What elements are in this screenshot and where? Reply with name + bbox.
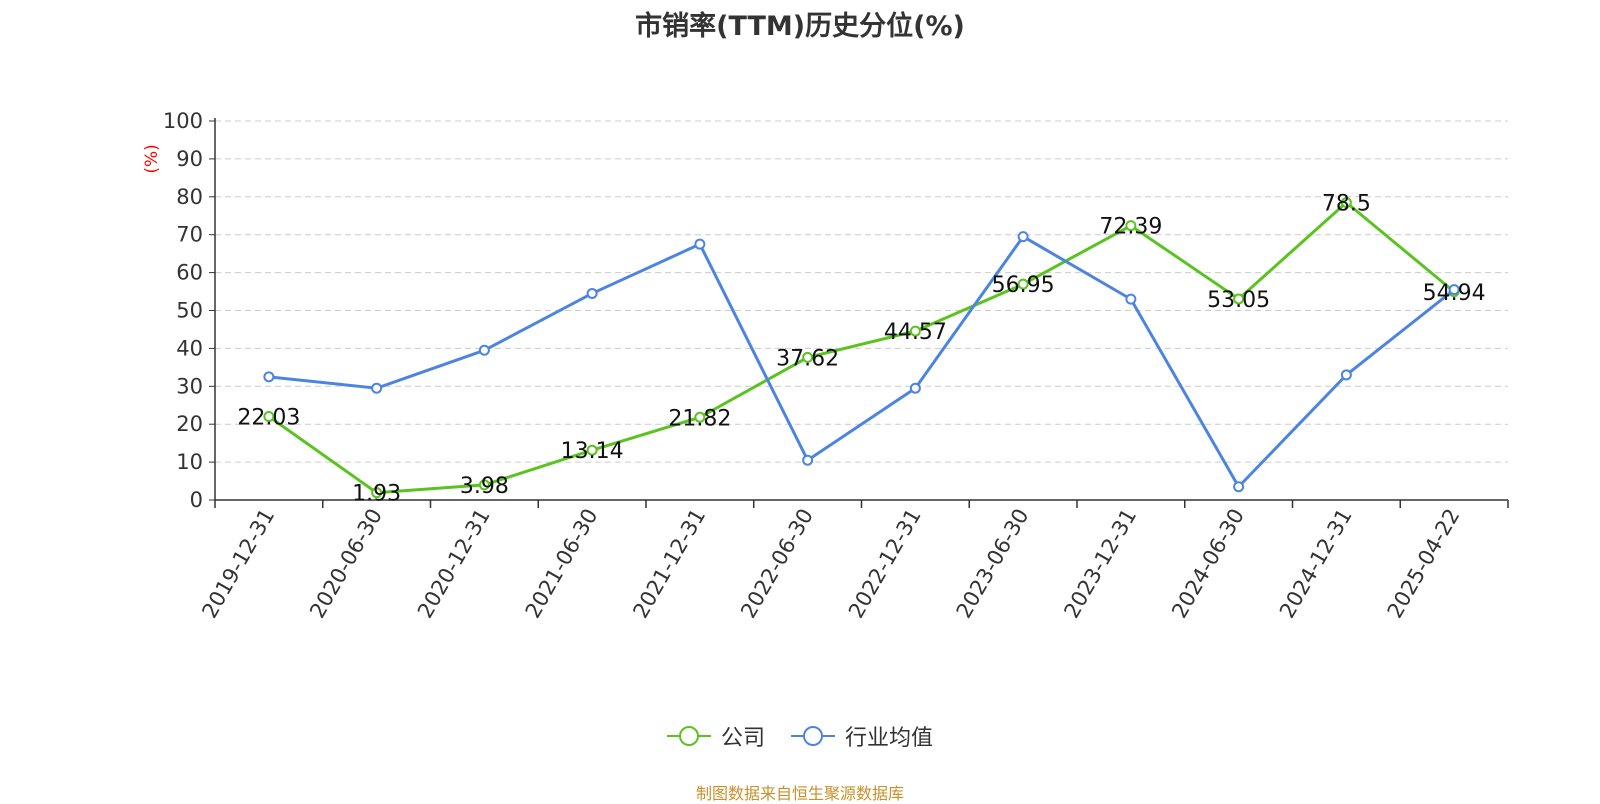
company-data-label: 13.14: [561, 439, 624, 464]
data-labels: 22.03 1.93 3.98 13.14 21.82 37.62 44.57 56.95 72…: [237, 191, 1485, 506]
company-point: [263, 411, 275, 423]
industry-average-point: [1233, 481, 1245, 493]
legend-company-swatch-icon: [666, 724, 711, 748]
company-point: [1233, 293, 1245, 305]
y-tick-label: 0: [190, 488, 203, 512]
industry-average-point: [1017, 231, 1029, 243]
chart-title: 市销率(TTM)历史分位(%): [635, 11, 965, 42]
x-tick-label: 2020-06-30: [305, 505, 387, 623]
company-data-label: 21.82: [668, 406, 731, 431]
industry-average-point: [586, 287, 598, 299]
y-tick-label: 70: [176, 223, 203, 247]
y-axis-label: (%): [142, 144, 162, 173]
y-tick-label: 10: [176, 450, 203, 474]
x-tick-label: 2023-12-31: [1059, 505, 1141, 623]
company-point: [478, 479, 490, 491]
y-tick-label: 30: [176, 374, 203, 398]
company-data-label: 72.39: [1099, 215, 1162, 240]
company-data-label: 37.62: [776, 346, 839, 371]
legend: 公司 行业均值: [0, 720, 1600, 752]
y-tick-label: 60: [176, 261, 203, 285]
x-tick-label: 2025-04-22: [1383, 505, 1465, 623]
x-tick-label: 2022-12-31: [844, 505, 926, 623]
company-point: [1125, 220, 1137, 232]
industry-average-point: [263, 371, 275, 383]
industry-average-point: [694, 238, 706, 250]
industry-average-point: [1340, 369, 1352, 381]
y-tick-label: 80: [176, 185, 203, 209]
industry-average-line: [268, 235, 1456, 489]
y-tick-label: 90: [176, 147, 203, 171]
company-data-label: 56.95: [992, 273, 1055, 298]
industry-average-point: [909, 382, 921, 394]
company-data-label: 22.03: [237, 406, 300, 431]
company-data-label: 78.5: [1322, 191, 1371, 216]
company-point: [586, 444, 598, 456]
y-tick-label: 40: [176, 336, 203, 360]
industry-average-point: [1125, 293, 1137, 305]
legend-item-company[interactable]: 公司: [666, 720, 765, 752]
x-tick-label: 2022-06-30: [736, 505, 818, 623]
company-line: [268, 200, 1456, 495]
company-data-label: 1.93: [352, 482, 401, 507]
x-tick-label: 2023-06-30: [952, 505, 1034, 623]
company-data-label: 53.05: [1207, 288, 1270, 313]
company-point: [694, 411, 706, 423]
company-point: [802, 351, 814, 363]
legend-industry-label: 行业均值: [845, 726, 934, 751]
y-tick-label: 50: [176, 299, 203, 323]
x-tick-label: 2024-06-30: [1167, 505, 1249, 623]
legend-industry-swatch-icon: [791, 724, 835, 748]
x-tick-label: 2021-12-31: [628, 505, 710, 623]
x-tick-label: 2019-12-31: [197, 505, 279, 623]
company-point: [1017, 278, 1029, 290]
industry-average-point: [371, 382, 383, 394]
company-data-label: 44.57: [884, 320, 947, 345]
y-tick-label: 20: [176, 412, 203, 436]
line-chart: 0 10 20 30 40 50 60 70 80 90 100(%) 2019-12-31 2020-…: [142, 109, 1509, 623]
x-tick-label: 2020-12-31: [413, 505, 495, 623]
company-point: [909, 325, 921, 337]
legend-company-label: 公司: [720, 726, 765, 751]
series-lines: [263, 196, 1460, 499]
industry-average-point: [802, 454, 814, 466]
x-tick-label: 2021-06-30: [521, 505, 603, 623]
company-data-label: 3.98: [460, 474, 509, 499]
industry-average-point: [478, 344, 490, 356]
company-data-label: 54.94: [1423, 281, 1486, 306]
x-tick-label: 2024-12-31: [1275, 505, 1357, 623]
legend-item-industry-average[interactable]: 行业均值: [791, 720, 933, 752]
grid-lines: [215, 120, 1508, 463]
company-point: [1340, 196, 1352, 208]
company-point: [371, 487, 383, 499]
y-tick-label: 100: [163, 109, 203, 133]
source-note: 制图数据来自恒生聚源数据库: [695, 784, 904, 803]
industry-average-point: [1448, 284, 1460, 296]
